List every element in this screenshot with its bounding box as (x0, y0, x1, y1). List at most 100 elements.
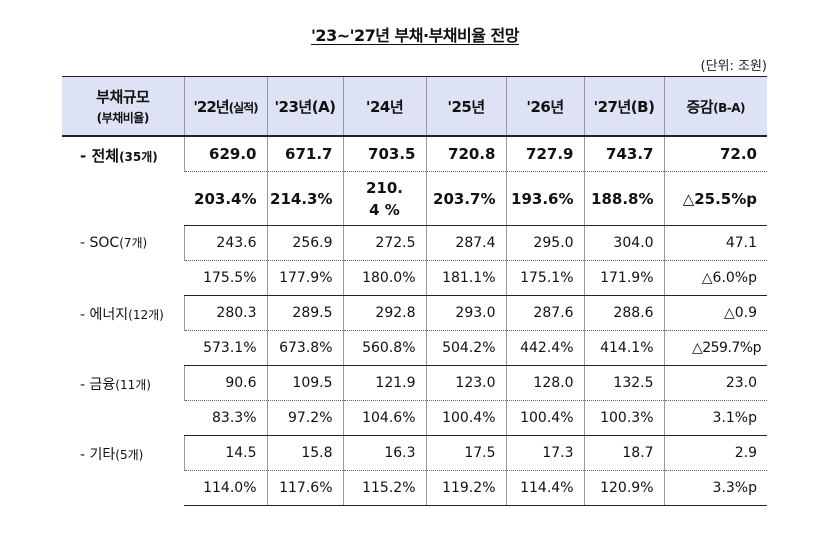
table-cell: 104.6% (342, 400, 426, 436)
header-2023: '23년(A) (266, 76, 343, 137)
header-debt-size-label: 부채규모 (96, 88, 150, 106)
table-cell: 100.4% (425, 400, 506, 436)
document-title: '23~'27년 부채·부채비율 전망 (311, 26, 519, 45)
table-cell: 703.5 (342, 136, 426, 172)
table-cell: 743.7 (583, 136, 664, 172)
row-label-other: - 기타(5개) (62, 436, 184, 506)
header-debt-ratio-label: (부채비율) (96, 111, 150, 125)
table-cell: 14.5 (183, 435, 267, 471)
table-row-other-debt: - 기타(5개) 14.5 15.8 16.3 17.5 17.3 18.7 2… (62, 435, 767, 471)
table-cell: 573.1% (184, 330, 267, 366)
table-cell: 175.1% (505, 260, 584, 296)
row-label-energy: - 에너지(12개) (62, 296, 184, 366)
table-cell: 171.9% (583, 260, 664, 296)
table-cell: 114.4% (505, 470, 584, 506)
row-label-text: - 에너지 (80, 306, 129, 323)
table-cell: 23.0 (663, 365, 767, 401)
table-cell: 97.2% (266, 400, 343, 436)
table-cell: 17.5 (425, 435, 506, 471)
table-cell: 180.0% (342, 260, 426, 296)
header-change-sub: (B-A) (713, 100, 745, 115)
row-label-finance: - 금융(11개) (62, 366, 184, 436)
row-count: (7개) (119, 235, 148, 250)
table-header-row: 부채규모 (부채비율) '22년(실적) '23년(A) '24년 '25년 '… (62, 76, 767, 137)
header-2027: '27년(B) (583, 76, 664, 137)
table-cell: 272.5 (342, 225, 426, 261)
table-cell: 720.8 (425, 136, 506, 172)
header-change-label: 증감 (686, 97, 714, 116)
table-row-total-debt: - 전체(35개) 629.0 671.7 703.5 720.8 727.9 … (62, 136, 767, 172)
table-cell: 117.6% (266, 470, 343, 506)
debt-forecast-table: 부채규모 (부채비율) '22년(실적) '23년(A) '24년 '25년 '… (62, 76, 767, 506)
table-cell: 504.2% (425, 330, 506, 366)
table-cell: 100.3% (583, 400, 664, 436)
table-cell: 289.5 (266, 295, 343, 331)
row-label-total: - 전체(35개) (62, 136, 184, 226)
table-cell: 304.0 (583, 225, 664, 261)
wrapped-cell-text: 210.4 % (365, 178, 403, 219)
row-label-text: - SOC (80, 234, 120, 251)
table-cell: 288.6 (583, 295, 664, 331)
table-cell: 280.3 (183, 295, 267, 331)
table-row-total-ratio: 203.4% 214.3% 210.4 % 203.7% 193.6% 188.… (62, 171, 767, 226)
table-cell: 109.5 (266, 365, 343, 401)
table-cell: 673.8% (266, 330, 343, 366)
table-cell: 121.9 (342, 365, 426, 401)
table-cell: 287.6 (505, 295, 584, 331)
table-cell: 72.0 (663, 136, 767, 172)
table-cell: 203.4% (184, 171, 267, 226)
table-cell: 414.1% (583, 330, 664, 366)
table-cell: △259.7%p (663, 330, 767, 366)
table-cell: 100.4% (505, 400, 584, 436)
table-cell: 3.1%p (663, 400, 767, 436)
table-cell: 3.3%p (663, 470, 767, 506)
table-cell: △6.0%p (663, 260, 767, 296)
unit-note: (단위: 조원) (700, 59, 768, 74)
table-cell: 293.0 (425, 295, 506, 331)
table-cell: 175.5% (184, 260, 267, 296)
row-label-soc: - SOC(7개) (62, 226, 184, 296)
table-cell: 243.6 (183, 225, 267, 261)
header-change: 증감(B-A) (663, 76, 767, 137)
table-cell: 560.8% (342, 330, 426, 366)
table-cell: 193.6% (505, 171, 584, 226)
table-cell: 442.4% (505, 330, 584, 366)
table-cell: 114.0% (184, 470, 267, 506)
table-row-other-ratio: 114.0% 117.6% 115.2% 119.2% 114.4% 120.9… (62, 470, 767, 506)
row-label-text: - 전체 (80, 147, 120, 165)
table-cell: 83.3% (184, 400, 267, 436)
table-cell: 115.2% (342, 470, 426, 506)
table-row-finance-ratio: 83.3% 97.2% 104.6% 100.4% 100.4% 100.3% … (62, 400, 767, 436)
table-cell: △25.5%p (663, 171, 767, 226)
table-cell: 177.9% (266, 260, 343, 296)
table-row-energy-debt: - 에너지(12개) 280.3 289.5 292.8 293.0 287.6… (62, 295, 767, 331)
table-row-energy-ratio: 573.1% 673.8% 560.8% 504.2% 442.4% 414.1… (62, 330, 767, 366)
header-2025: '25년 (425, 76, 506, 137)
table-row-soc-debt: - SOC(7개) 243.6 256.9 272.5 287.4 295.0 … (62, 225, 767, 261)
header-2024: '24년 (342, 76, 426, 137)
table-cell: 287.4 (425, 225, 506, 261)
table-cell: 18.7 (583, 435, 664, 471)
header-2026: '26년 (505, 76, 584, 137)
table-cell: 210.4 % (342, 171, 426, 226)
row-count: (11개) (115, 377, 151, 392)
table-cell: 671.7 (266, 136, 343, 172)
table-cell: 256.9 (266, 225, 343, 261)
table-cell: 188.8% (583, 171, 664, 226)
table-cell: 203.7% (425, 171, 506, 226)
table-cell: 128.0 (505, 365, 584, 401)
table-cell: 119.2% (425, 470, 506, 506)
header-debt-size: 부채규모 (부채비율) (62, 76, 184, 137)
header-2022-sub: (실적) (228, 100, 259, 115)
table-row-finance-debt: - 금융(11개) 90.6 109.5 121.9 123.0 128.0 1… (62, 365, 767, 401)
table-cell: 17.3 (505, 435, 584, 471)
row-label-text: - 기타 (80, 446, 116, 463)
row-label-text: - 금융 (80, 376, 116, 393)
table-cell: 47.1 (663, 225, 767, 261)
header-2022-label: '22년 (193, 97, 229, 116)
table-cell: 292.8 (342, 295, 426, 331)
header-2022: '22년(실적) (183, 76, 267, 137)
table-cell: 295.0 (505, 225, 584, 261)
table-cell: △0.9 (663, 295, 767, 331)
table-cell: 181.1% (425, 260, 506, 296)
